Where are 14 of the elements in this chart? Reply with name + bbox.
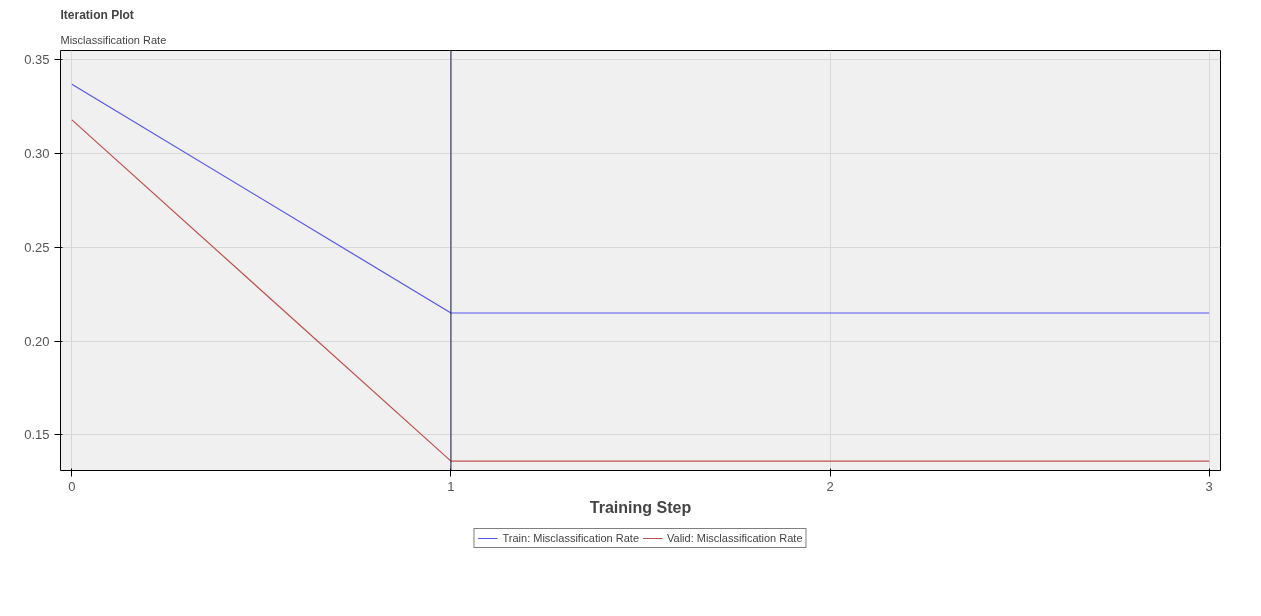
y-tick-label: 0.15 — [24, 427, 50, 443]
chart-title: Iteration Plot — [60, 7, 134, 22]
y-tick-label: 0.20 — [24, 333, 50, 349]
chart-subtitle: Misclassification Rate — [60, 33, 167, 46]
legend-label: Valid: Misclassification Rate — [667, 532, 803, 544]
x-tick-label: 2 — [826, 478, 834, 494]
x-tick-label: 3 — [1205, 478, 1213, 494]
legend-label: Train: Misclassification Rate — [502, 532, 640, 544]
x-axis-title: Training Step — [589, 498, 692, 516]
x-tick-label: 1 — [447, 478, 455, 494]
x-tick-label: 0 — [68, 478, 76, 494]
y-tick-label: 0.30 — [24, 146, 50, 162]
y-tick-label: 0.35 — [24, 52, 50, 68]
y-tick-label: 0.25 — [24, 239, 50, 255]
